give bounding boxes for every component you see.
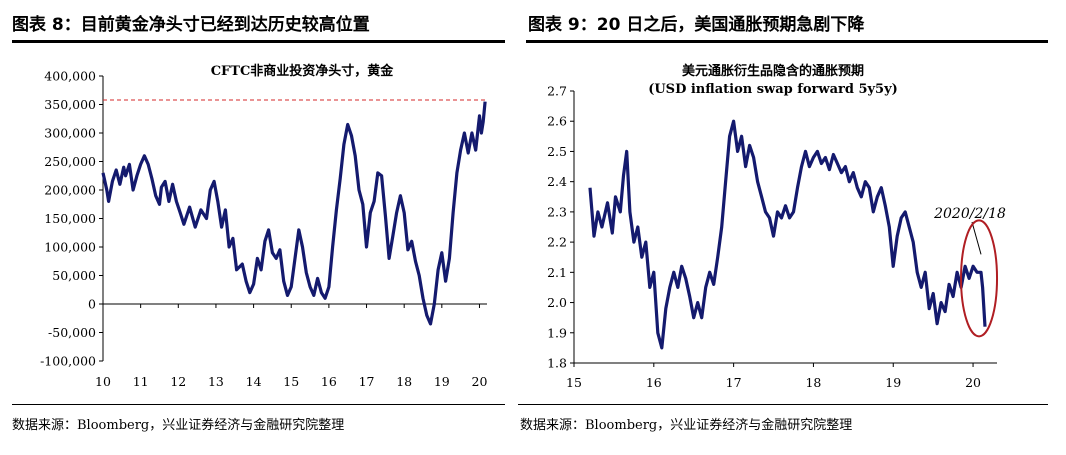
annotation-label: 2020/2/18 [933,206,1006,222]
y-tick-label: 2.1 [547,265,567,280]
y-tick-label: 2.7 [547,84,567,99]
x-tick-label: 20 [472,374,488,389]
figure-9-top-rule [526,40,1048,43]
y-tick-label: 2.4 [547,174,567,189]
y-tick-label: 2.5 [547,144,567,159]
y-tick-label: 1.8 [547,356,567,371]
annotation-arrow [971,221,982,255]
figure-8-bottom-rule [12,404,505,405]
figure-9-panel: 图表 9：20 日之后，美国通胀预期急剧下降 美元通胀衍生品隐含的通胀预期 (U… [518,0,1066,455]
chart-subtitle: (USD inflation swap forward 5y5y) [648,82,898,97]
y-tick-label: -50,000 [48,325,96,340]
highlight-ellipse [960,219,999,338]
x-tick-label: 17 [726,375,742,390]
y-tick-label: 2.0 [547,295,567,310]
y-tick-label: 2.6 [547,114,567,129]
figure-8-chart: CFTC非商业投资净头寸，黄金 400,000 350,000 300,000 250… [40,63,488,389]
figure-8-top-rule [12,40,505,43]
chart-title: CFTC非商业投资净头寸，黄金 [211,63,395,79]
y-tick-label: 50,000 [52,268,96,283]
figure-9-title: 图表 9：20 日之后，美国通胀预期急剧下降 [528,15,865,35]
y-tick-label: 0 [88,297,96,312]
figure-9-bottom-rule [518,404,1048,405]
y-tick-label: 1.9 [547,325,567,340]
y-tick-label: 400,000 [44,69,96,84]
y-tick-label: 300,000 [44,126,96,141]
x-tick-label: 12 [170,374,186,389]
x-tick-label: 16 [646,375,662,390]
x-tick-label: 18 [805,375,821,390]
y-tick-label: 2.3 [547,204,567,219]
figure-9-source: 数据来源：Bloomberg，兴业证券经济与金融研究院整理 [520,418,853,433]
figure-8-source: 数据来源：Bloomberg，兴业证券经济与金融研究院整理 [12,418,345,433]
x-tick-label: 19 [434,374,450,389]
x-tick-label: 19 [885,375,901,390]
x-tick-label: 20 [965,375,981,390]
figure-8-title: 图表 8：目前黄金净头寸已经到达历史较高位置 [12,15,370,35]
x-tick-label: 15 [283,374,299,389]
series-line [101,101,487,326]
y-tick-label: 350,000 [44,97,96,112]
y-tick-label: 2.2 [547,235,567,250]
x-tick-label: 16 [321,374,337,389]
y-tick-label: 150,000 [44,211,96,226]
x-tick-label: 11 [133,374,149,389]
y-tick-label: 100,000 [44,240,96,255]
chart-title: 美元通胀衍生品隐含的通胀预期 [682,63,864,79]
y-tick-label: 250,000 [44,154,96,169]
y-tick-label: 200,000 [44,183,96,198]
x-tick-label: 15 [566,375,582,390]
series-line [588,119,987,350]
x-tick-label: 13 [208,374,224,389]
x-tick-label: 10 [95,374,111,389]
figure-9-chart: 美元通胀衍生品隐含的通胀预期 (USD inflation swap forwa… [547,63,1006,390]
x-tick-label: 17 [359,374,375,389]
x-tick-label: 18 [396,374,412,389]
y-tick-label: -100,000 [40,354,96,369]
x-tick-label: 14 [246,374,262,389]
figure-8-panel: 图表 8：目前黄金净头寸已经到达历史较高位置 CFTC非商业投资净头寸，黄金 4… [0,0,505,455]
